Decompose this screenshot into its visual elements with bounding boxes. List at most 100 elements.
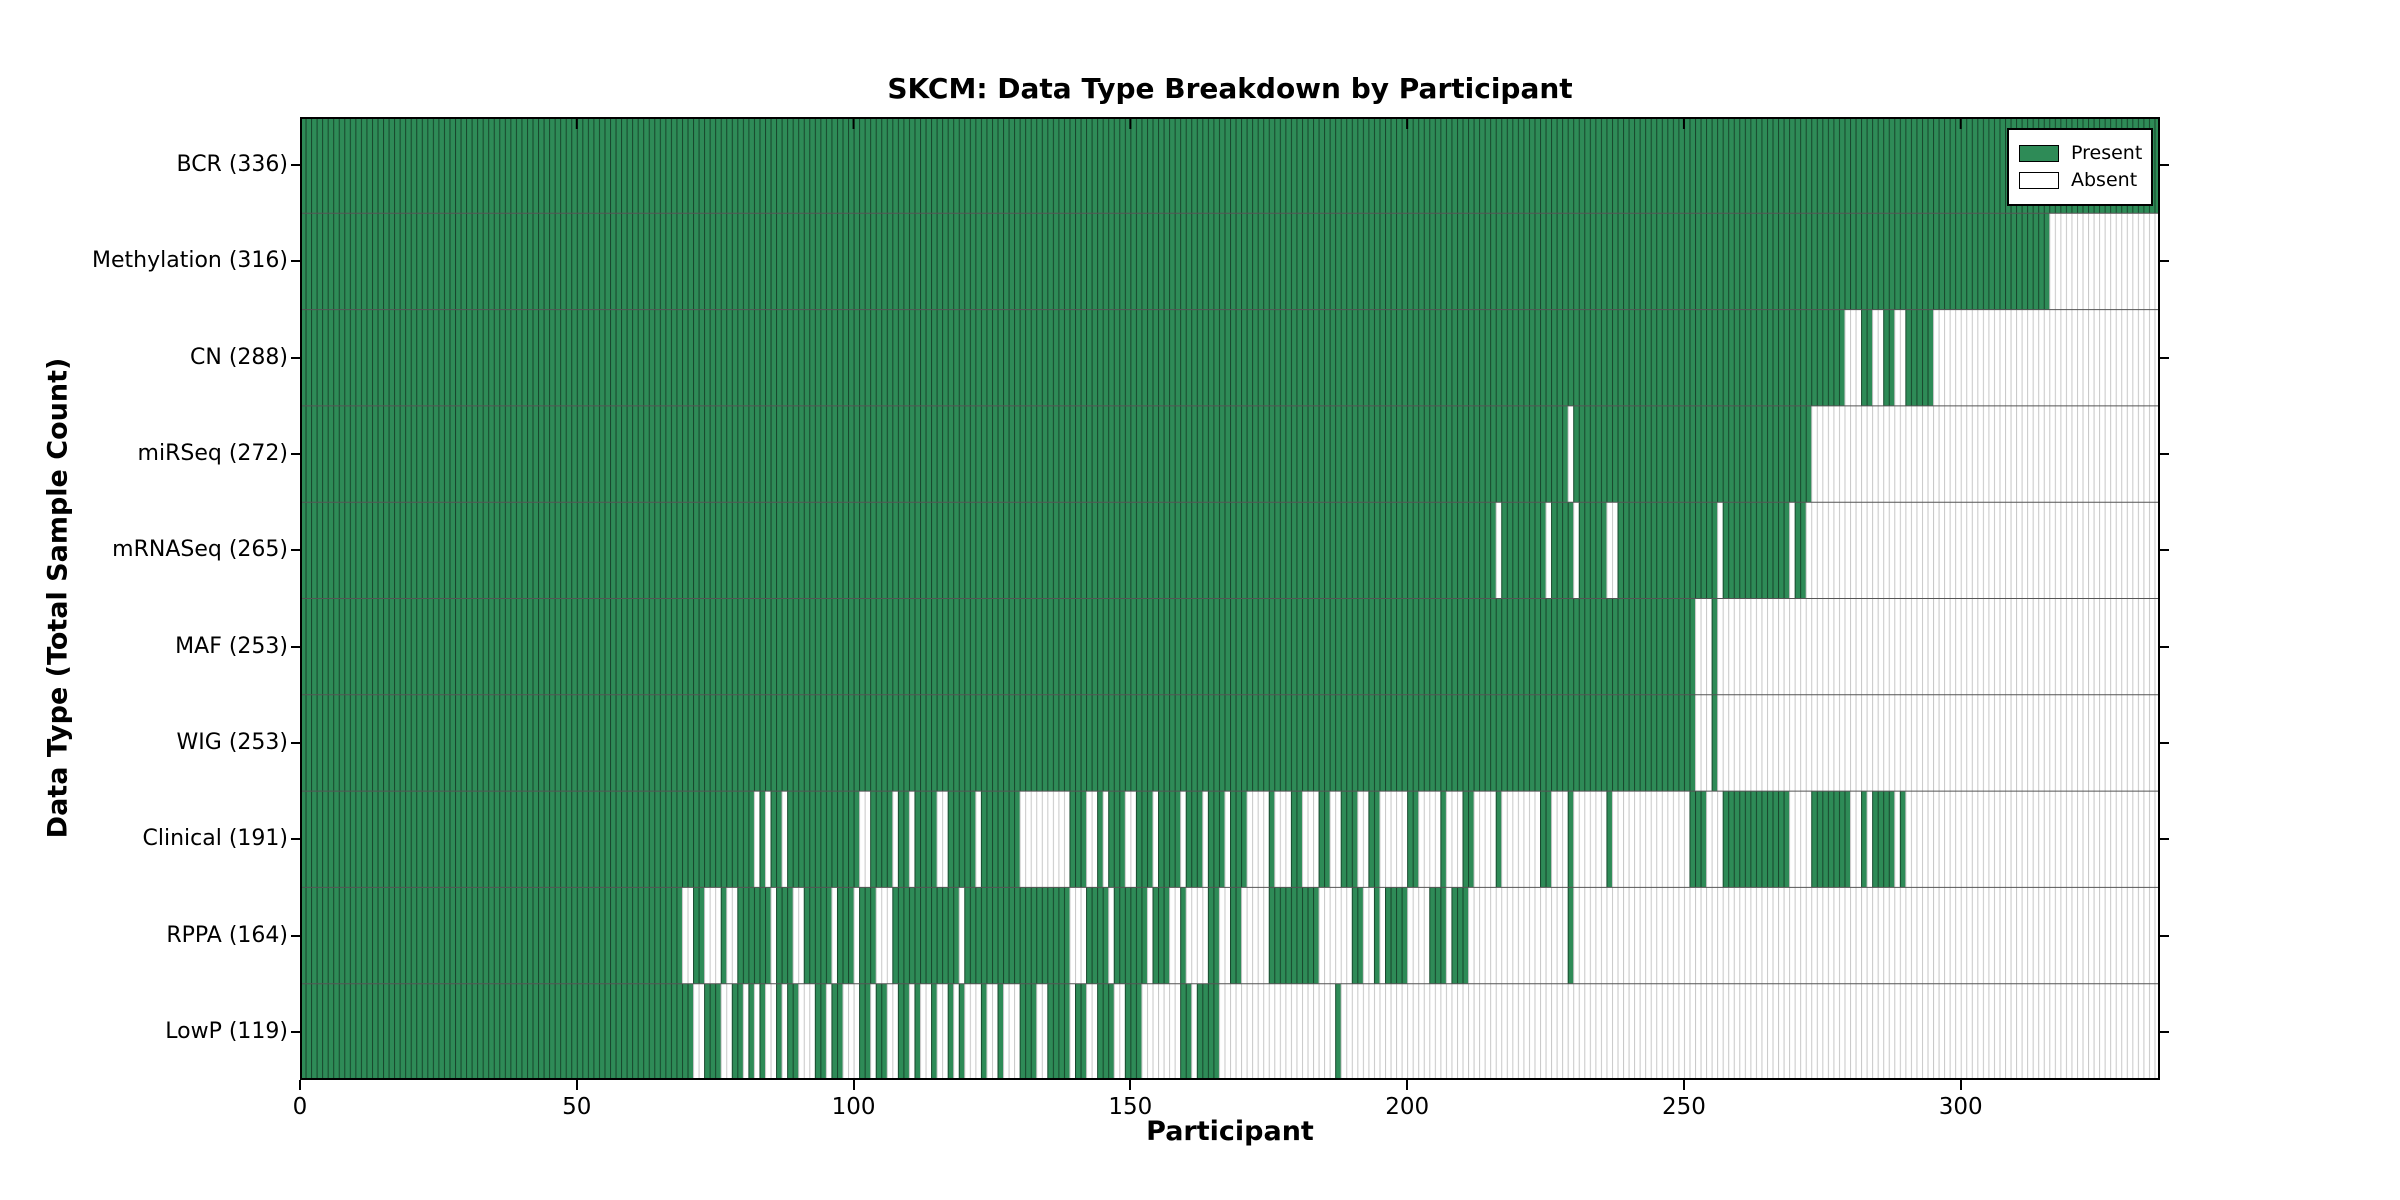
present-segment (300, 983, 694, 1080)
present-segment (1340, 791, 1358, 888)
present-segment (1567, 887, 1574, 984)
present-segment (859, 887, 876, 984)
row-label-clinical: Clinical (191) (142, 826, 288, 852)
present-segment (737, 887, 771, 984)
present-segment (704, 983, 721, 1080)
present-segment (1429, 887, 1446, 984)
row-label-mrnaseq: mRNASeq (265) (112, 537, 288, 563)
present-segment (787, 791, 860, 888)
plot-area (300, 117, 2160, 1080)
present-segment (776, 887, 793, 984)
present-segment (1617, 502, 1718, 599)
present-segment (300, 213, 2050, 310)
chart-title: SKCM: Data Type Breakdown by Participant (887, 72, 1573, 105)
present-segment (1097, 791, 1103, 888)
present-segment (859, 983, 871, 1080)
present-segment (947, 983, 954, 1080)
row-label-rppa: RPPA (164) (166, 922, 288, 948)
row-label-maf: MAF (253) (175, 633, 288, 659)
tick-mark (2160, 741, 2169, 744)
present-segment (776, 983, 782, 1080)
legend: Present Absent (2007, 128, 2153, 206)
present-segment (1440, 791, 1446, 888)
row-label-cn: CN (288) (190, 344, 288, 370)
tick-mark (2160, 1030, 2169, 1033)
present-segment (1108, 791, 1125, 888)
legend-item-absent: Absent (2019, 171, 2141, 190)
present-segment (1230, 791, 1247, 888)
present-segment (1711, 598, 1718, 695)
present-segment (914, 791, 937, 888)
present-segment (1069, 791, 1087, 888)
present-segment (1722, 502, 1790, 599)
present-segment (1407, 791, 1419, 888)
row-label-methylation: Methylation (316) (92, 248, 288, 274)
present-segment (787, 983, 799, 1080)
tick-mark (2160, 356, 2169, 359)
tick-mark (2160, 934, 2169, 937)
present-segment (914, 983, 920, 1080)
present-segment (731, 983, 743, 1080)
present-segment (693, 887, 705, 984)
present-segment (1335, 983, 1341, 1080)
tick-mark (1129, 1080, 1132, 1090)
tick-mark (291, 356, 300, 359)
tick-mark (1959, 1080, 1962, 1090)
present-segment (897, 983, 909, 1080)
tick-mark (291, 549, 300, 552)
present-segment (1207, 887, 1219, 984)
row-label-mirseq: miRSeq (272) (137, 441, 288, 467)
tick-mark (291, 741, 300, 744)
present-segment (720, 887, 727, 984)
present-segment (1540, 791, 1552, 888)
tick-mark (2160, 164, 2169, 167)
present-segment (1606, 791, 1612, 888)
present-segment (1501, 502, 1546, 599)
present-segment (1368, 791, 1380, 888)
present-segment (1158, 791, 1181, 888)
row-label-lowp: LowP (119) (165, 1018, 288, 1044)
present-segment (1689, 791, 1707, 888)
tick-mark (2160, 453, 2169, 456)
present-segment (770, 791, 782, 888)
present-segment (870, 791, 893, 888)
present-segment (947, 791, 976, 888)
present-segment (300, 694, 1695, 792)
x-tick-label-150: 150 (1108, 1094, 1153, 1120)
present-segment (1711, 694, 1718, 792)
tick-mark (2160, 549, 2169, 552)
present-segment (814, 983, 826, 1080)
x-tick-label-50: 50 (562, 1094, 592, 1120)
tick-mark (2160, 260, 2169, 263)
present-segment (1462, 791, 1474, 888)
x-tick-label-250: 250 (1661, 1094, 1706, 1120)
present-segment (1351, 887, 1363, 984)
tick-mark (2160, 838, 2169, 841)
present-segment (1861, 791, 1867, 888)
x-tick-label-100: 100 (831, 1094, 876, 1120)
present-segment (1794, 502, 1806, 599)
present-segment (931, 983, 937, 1080)
present-segment (980, 983, 987, 1080)
tick-mark (1406, 1080, 1409, 1090)
present-segment (748, 983, 754, 1080)
present-segment (1230, 887, 1242, 984)
present-segment (1318, 791, 1330, 888)
present-segment (300, 598, 1695, 695)
present-segment (1578, 502, 1607, 599)
legend-label: Absent (2071, 169, 2138, 191)
tick-mark (2160, 645, 2169, 648)
present-segment (997, 983, 1004, 1080)
legend-swatch-present (2019, 145, 2059, 162)
present-segment (1495, 791, 1502, 888)
legend-label: Present (2071, 142, 2143, 164)
present-segment (1451, 887, 1469, 984)
present-segment (892, 887, 959, 984)
present-segment (1861, 309, 1873, 406)
present-segment (1290, 791, 1302, 888)
legend-swatch-absent (2019, 172, 2059, 189)
present-segment (1047, 983, 1070, 1080)
present-segment (1152, 887, 1170, 984)
present-segment (1573, 405, 1812, 503)
